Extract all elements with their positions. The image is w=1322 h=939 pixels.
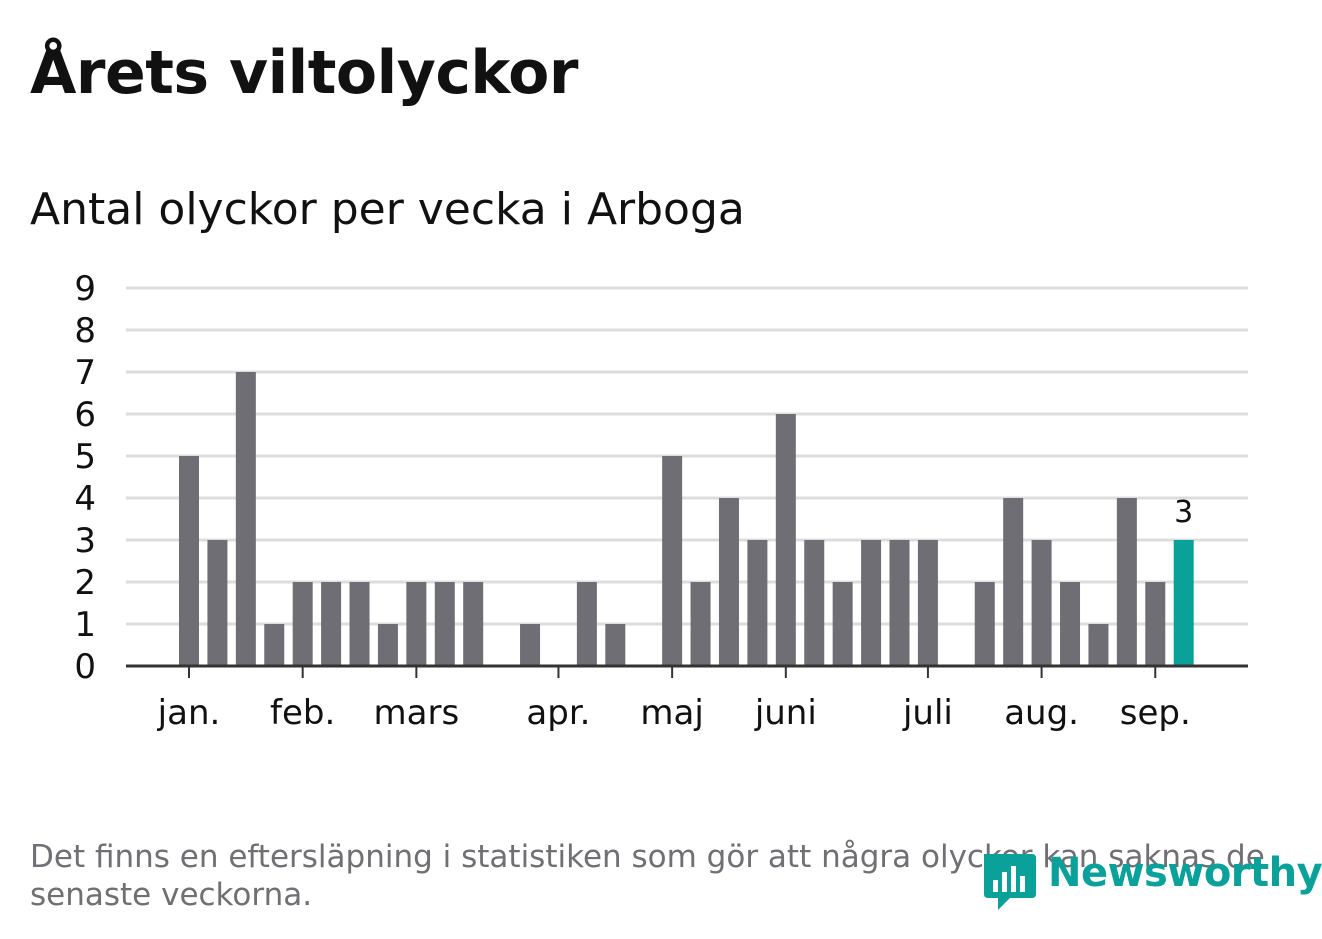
bar-10: [434, 582, 455, 666]
bar-26: [889, 540, 910, 666]
x-axis: jan. feb. mars apr. maj juni juli aug. sep.: [126, 664, 1248, 733]
y-tick-label: 7: [74, 353, 96, 393]
bar-6: [321, 582, 342, 666]
x-tick-label: apr.: [526, 693, 590, 733]
x-tick-label: maj: [640, 693, 703, 733]
y-tick-label: 0: [74, 647, 96, 687]
bar-27: [917, 540, 938, 666]
x-tick-label: sep.: [1120, 693, 1191, 733]
data-labels: 3: [1174, 495, 1193, 530]
bars: [179, 372, 1194, 666]
y-tick-label: 5: [74, 437, 96, 477]
y-tick-label: 6: [74, 395, 96, 435]
y-tick-label: 2: [74, 563, 96, 603]
bar-18: [662, 456, 683, 666]
bar-33: [1088, 624, 1109, 666]
bar-22: [775, 414, 796, 666]
y-tick-label: 8: [74, 311, 96, 351]
x-tick-label: feb.: [270, 693, 335, 733]
x-tick-label: juli: [902, 693, 953, 733]
bar-3: [235, 372, 256, 666]
x-tick-label: jan.: [157, 693, 221, 733]
bar-chart-speech-icon: [984, 854, 1036, 910]
bar-21: [747, 540, 768, 666]
y-tick-label: 3: [74, 521, 96, 561]
bar-35: [1145, 582, 1166, 666]
bar-8: [377, 624, 398, 666]
bar-1: [179, 456, 199, 666]
bar-34: [1116, 498, 1137, 666]
bar-19: [690, 582, 711, 666]
bar-25: [861, 540, 882, 666]
bar-7: [349, 582, 370, 666]
grid-lines: [126, 286, 1248, 626]
bar-5: [292, 582, 313, 666]
x-tick-label: aug.: [1004, 693, 1079, 733]
bar-11: [463, 582, 484, 666]
bar-2: [207, 540, 228, 666]
y-tick-label: 9: [74, 269, 96, 309]
x-tick-label: mars: [374, 693, 460, 733]
footnote: Det finns en eftersläpning i statistiken…: [30, 839, 1265, 913]
bar-9: [406, 582, 427, 666]
bar-20: [718, 498, 739, 666]
bar-13: [520, 624, 541, 666]
x-tick-label: juni: [754, 693, 817, 733]
bar-29: [974, 582, 995, 666]
data-label: 3: [1174, 495, 1193, 530]
bar-16: [605, 624, 626, 666]
bar-15: [576, 582, 597, 666]
chart-subtitle: Antal olyckor per vecka i Arboga: [30, 184, 745, 235]
y-tick-label: 4: [74, 479, 96, 519]
chart-title: Årets viltolyckor: [30, 38, 579, 108]
bar-32: [1060, 582, 1081, 666]
bar-31: [1031, 540, 1052, 666]
bar-36: [1173, 540, 1194, 666]
bar-24: [832, 582, 853, 666]
bar-4: [264, 624, 285, 666]
brand-name: Newsworthy: [1048, 850, 1322, 896]
bar-30: [1003, 498, 1024, 666]
newsworthy-logo: Newsworthy: [980, 850, 1322, 914]
bar-23: [804, 540, 825, 666]
y-tick-label: 1: [74, 605, 96, 645]
